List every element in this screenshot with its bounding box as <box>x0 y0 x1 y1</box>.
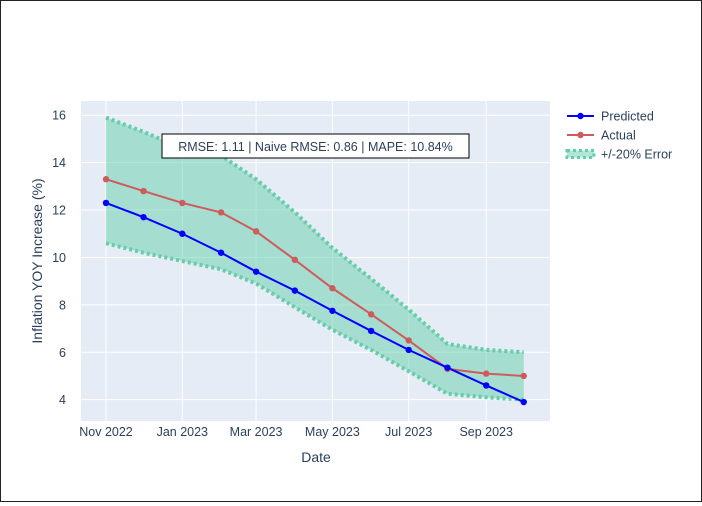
x-tick-labels: Nov 2022 Jan 2023 Mar 2023 May 2023 Jul 2023… <box>79 425 513 439</box>
predicted-point <box>179 230 186 237</box>
y-tick-label: 6 <box>59 346 66 360</box>
series-points <box>102 176 527 406</box>
legend-predicted-marker <box>577 112 584 120</box>
actual-point <box>179 199 186 207</box>
y-axis-title: Inflation YOY Increase (%) <box>29 178 45 343</box>
x-tick-label: Jul 2023 <box>385 425 432 439</box>
annotation-text: RMSE: 1.11 | Naive RMSE: 0.86 | MAPE: 10… <box>178 140 452 154</box>
predicted-point <box>367 327 375 335</box>
legend-actual-label: Actual <box>601 129 636 143</box>
predicted-point <box>140 213 147 221</box>
actual-point <box>140 187 147 195</box>
legend: Predicted Actual +/-20% Error <box>565 110 672 162</box>
predicted-point <box>252 268 260 275</box>
y-tick-label: 4 <box>59 393 66 407</box>
x-tick-label: Mar 2023 <box>230 425 283 439</box>
y-tick-labels: 4 6 8 10 12 14 16 <box>52 109 66 407</box>
legend--20-error-swatch <box>565 149 596 159</box>
error-band-fill <box>106 117 524 400</box>
legend-actual-marker <box>577 131 584 139</box>
actual-point <box>329 285 336 292</box>
y-tick-label: 16 <box>52 109 66 123</box>
x-tick-label: May 2023 <box>305 425 360 439</box>
x-axis-title: Date <box>301 449 331 465</box>
predicted-line <box>105 201 525 403</box>
error-band-lower-line <box>105 241 524 402</box>
predicted-point <box>520 398 527 406</box>
x-tick-label: Jan 2023 <box>157 425 208 439</box>
actual-point <box>483 370 490 377</box>
actual-point <box>102 176 110 183</box>
legend--20-error-label: +/-20% Error <box>601 148 672 162</box>
predicted-point <box>329 307 336 314</box>
series-lines <box>105 178 525 403</box>
annotation-border <box>161 133 470 159</box>
predicted-point <box>102 199 110 207</box>
actual-point <box>367 311 375 318</box>
predicted-point <box>217 249 225 256</box>
actual-point <box>520 372 527 380</box>
y-tick-label: 8 <box>59 298 66 312</box>
legend-predicted-label: Predicted <box>601 110 654 124</box>
error-band <box>105 115 524 402</box>
error-band-upper-line <box>105 115 524 355</box>
annotation-box: RMSE: 1.11 | Naive RMSE: 0.86 | MAPE: 10… <box>161 133 470 159</box>
actual-point <box>291 256 299 264</box>
x-tick-label: Nov 2022 <box>79 425 133 439</box>
predicted-point <box>444 364 451 371</box>
y-tick-label: 12 <box>52 204 66 218</box>
predicted-point <box>405 346 412 354</box>
actual-point <box>405 337 412 344</box>
y-tick-label: 14 <box>52 156 66 170</box>
actual-point <box>252 228 260 235</box>
x-tick-label: Sep 2023 <box>459 425 513 439</box>
y-tick-label: 10 <box>52 251 66 265</box>
actual-point <box>217 209 225 216</box>
predicted-point <box>483 382 490 389</box>
predicted-point <box>291 287 299 294</box>
